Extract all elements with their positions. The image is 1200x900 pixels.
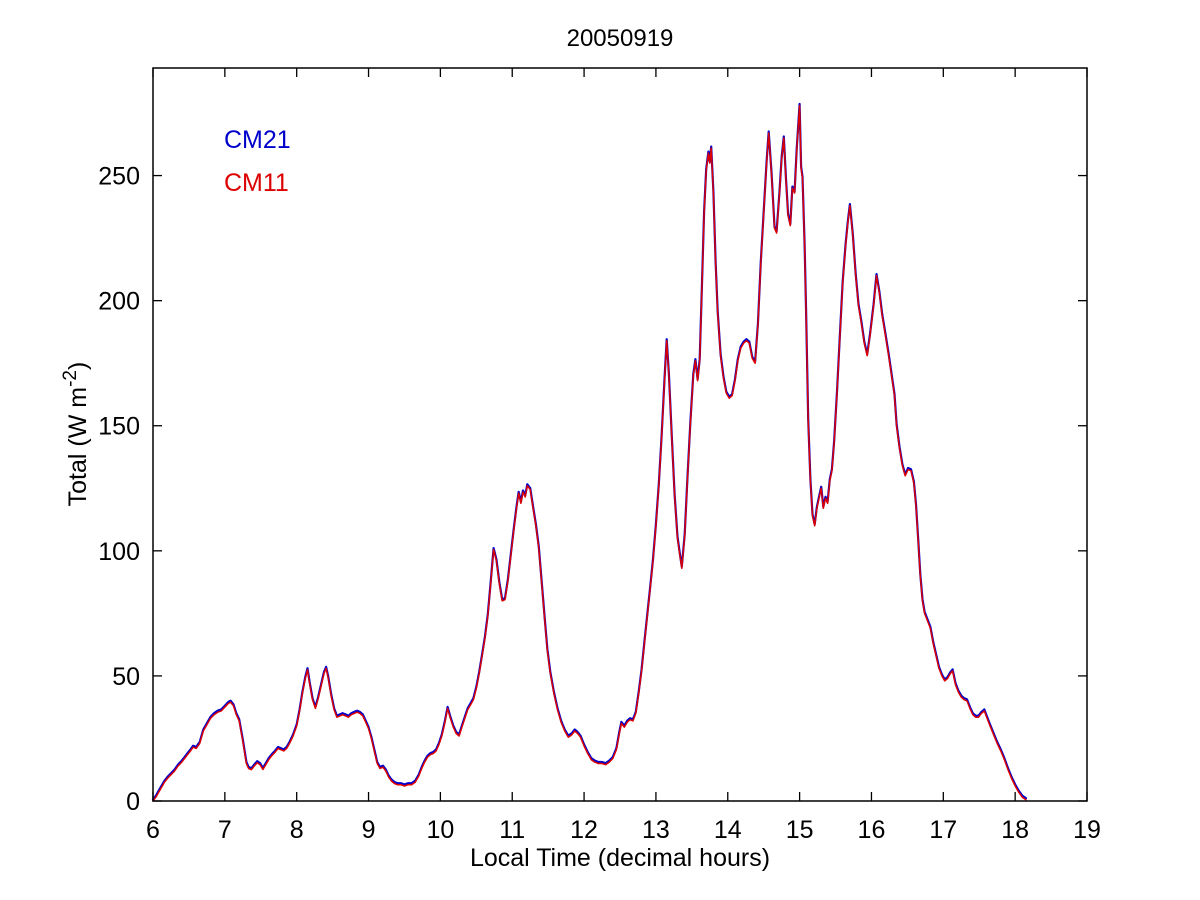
chart-title: 20050919 <box>567 25 674 52</box>
x-axis-label: Local Time (decimal hours) <box>470 844 770 872</box>
series-cm21-line <box>151 102 1028 801</box>
x-tick-label: 13 <box>642 816 670 844</box>
legend-entry-cm11: CM11 <box>224 169 289 197</box>
x-tick-label: 9 <box>362 816 376 844</box>
x-tick-label: 19 <box>1073 816 1101 844</box>
legend-entry-cm21: CM21 <box>224 126 291 154</box>
y-axis-label-prefix: Total (W m <box>64 387 92 506</box>
x-tick-label: 10 <box>426 816 454 844</box>
plot-frame <box>152 67 1088 802</box>
x-tick-label: 18 <box>1001 816 1029 844</box>
x-tick-label: 16 <box>858 816 886 844</box>
y-tick-label: 200 <box>98 288 140 316</box>
x-tick-label: 6 <box>146 816 160 844</box>
x-tick-label: 8 <box>290 816 304 844</box>
y-axis-label: Total (W m-2) <box>60 362 92 507</box>
y-axis-label-suffix: ) <box>64 362 92 370</box>
y-tick-label: 150 <box>98 413 140 441</box>
y-tick-label: 50 <box>112 663 140 691</box>
y-tick-label: 250 <box>98 163 140 191</box>
x-tick-label: 17 <box>929 816 957 844</box>
x-tick-label: 14 <box>714 816 742 844</box>
x-tick-label: 15 <box>786 816 814 844</box>
x-tick-label: 7 <box>218 816 232 844</box>
x-tick-label: 12 <box>570 816 598 844</box>
y-axis-label-superscript: -2 <box>60 370 81 387</box>
series-cm11-line <box>152 104 1027 802</box>
y-tick-label: 0 <box>126 788 140 816</box>
y-tick-label: 100 <box>98 538 140 566</box>
x-tick-label: 11 <box>499 816 525 844</box>
